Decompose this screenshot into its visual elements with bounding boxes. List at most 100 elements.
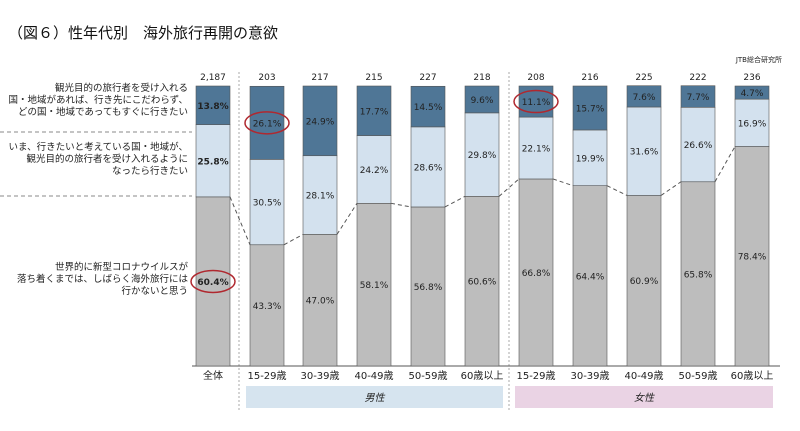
bar-segment xyxy=(680,106,716,183)
bar-segment xyxy=(518,178,554,367)
bar-segment xyxy=(249,159,285,246)
sample-size-label: 208 xyxy=(527,73,544,83)
highlight-circle xyxy=(244,111,290,135)
data-label: 24.2% xyxy=(360,166,389,176)
series-connector xyxy=(606,185,628,196)
bar-segment xyxy=(356,203,392,367)
category-label: 60歳以上 xyxy=(731,370,774,382)
data-label: 28.6% xyxy=(414,163,443,173)
data-label: 26.6% xyxy=(684,141,713,151)
category-label: 40-49歳 xyxy=(354,370,393,382)
sample-size-label: 203 xyxy=(258,73,275,83)
bar-segment xyxy=(302,85,338,157)
sample-size-label: 222 xyxy=(689,73,706,83)
data-label: 19.9% xyxy=(576,154,605,164)
bar-segment xyxy=(572,129,608,186)
sample-size-label: 2,187 xyxy=(200,73,226,83)
bar-segment xyxy=(734,98,770,147)
data-label: 56.8% xyxy=(414,283,443,293)
data-label: 16.9% xyxy=(738,119,767,129)
series-connector xyxy=(444,195,466,208)
bar-segment xyxy=(195,85,231,125)
data-label: 13.8% xyxy=(197,102,228,112)
highlight-circle xyxy=(513,89,559,114)
sample-size-label: 218 xyxy=(473,73,490,83)
series-name-label: いま、行きたいと考えている国・地域が、観光目的の旅行者を受け入れるようになったら… xyxy=(9,141,188,177)
sample-size-label: 236 xyxy=(743,73,760,83)
data-label: 65.8% xyxy=(684,270,713,280)
data-label: 22.1% xyxy=(522,145,551,155)
bar-segment xyxy=(734,85,770,100)
series-connector xyxy=(552,178,574,187)
sample-size-label: 216 xyxy=(581,73,598,83)
bar-segment xyxy=(572,185,608,367)
data-label: 60.9% xyxy=(630,277,659,287)
bar-segment xyxy=(464,112,500,197)
data-label: 25.8% xyxy=(197,157,228,167)
data-label: 29.8% xyxy=(468,151,497,161)
data-label: 24.9% xyxy=(306,117,335,127)
bar-segment xyxy=(302,155,338,235)
data-label: 31.6% xyxy=(630,148,659,158)
category-label: 15-29歳 xyxy=(516,370,555,382)
bar-segment xyxy=(572,85,608,131)
group-band xyxy=(515,386,773,408)
category-label: 40-49歳 xyxy=(624,370,663,382)
category-label: 全体 xyxy=(203,369,223,382)
bar-segment xyxy=(680,181,716,367)
series-connector xyxy=(283,233,304,246)
data-label: 7.6% xyxy=(633,93,656,103)
data-label: 30.5% xyxy=(253,199,282,209)
series-connector xyxy=(714,146,736,183)
data-label: 4.7% xyxy=(741,89,764,99)
highlight-circle xyxy=(190,269,236,294)
data-label: 7.7% xyxy=(687,93,710,103)
bar-segment xyxy=(302,234,338,367)
data-label: 60.4% xyxy=(197,278,228,288)
bar-segment xyxy=(410,85,446,128)
bar-segment xyxy=(464,85,500,114)
bar-segment xyxy=(249,244,285,367)
series-connector xyxy=(336,203,358,235)
data-label: 15.7% xyxy=(576,104,605,114)
bar-segment xyxy=(464,196,500,367)
sample-size-label: 227 xyxy=(419,73,436,83)
series-connector xyxy=(498,178,520,197)
data-label: 60.6% xyxy=(468,278,497,288)
group-band xyxy=(246,386,503,408)
bar-segment xyxy=(410,126,446,208)
data-label: 47.0% xyxy=(306,297,335,307)
source-label: JTB総合研究所 xyxy=(735,56,782,64)
data-label: 26.1% xyxy=(253,119,282,129)
data-label: 43.3% xyxy=(253,302,282,312)
sample-size-label: 217 xyxy=(311,73,328,83)
bar-segment xyxy=(356,85,392,136)
series-connector xyxy=(390,202,412,208)
bar-segment xyxy=(249,85,285,160)
group-label: 女性 xyxy=(634,392,655,404)
series-connector xyxy=(229,196,251,245)
category-label: 50-59歳 xyxy=(408,370,447,382)
data-label: 28.1% xyxy=(306,192,335,202)
category-label: 30-39歳 xyxy=(300,370,339,382)
data-label: 14.5% xyxy=(414,103,443,113)
bar-segment xyxy=(195,124,231,198)
data-label: 66.8% xyxy=(522,269,551,279)
chart-title: （図６）性年代別 海外旅行再開の意欲 xyxy=(8,24,279,42)
category-label: 50-59歳 xyxy=(678,370,717,382)
bar-segment xyxy=(626,85,662,108)
category-label: 60歳以上 xyxy=(461,370,504,382)
data-label: 11.1% xyxy=(522,98,551,108)
data-label: 9.6% xyxy=(471,96,494,106)
category-label: 15-29歳 xyxy=(247,370,286,382)
data-label: 64.4% xyxy=(576,272,605,282)
data-label: 58.1% xyxy=(360,281,389,291)
data-label: 17.7% xyxy=(360,107,389,117)
category-label: 30-39歳 xyxy=(570,370,609,382)
series-name-label: 世界的に新型コロナウイルスが落ち着くまでは、しばらく海外旅行には行かないと思う xyxy=(17,261,189,297)
group-label: 男性 xyxy=(365,392,386,404)
series-connector xyxy=(660,181,682,196)
bar-segment xyxy=(410,206,446,367)
sample-size-label: 225 xyxy=(635,73,652,83)
